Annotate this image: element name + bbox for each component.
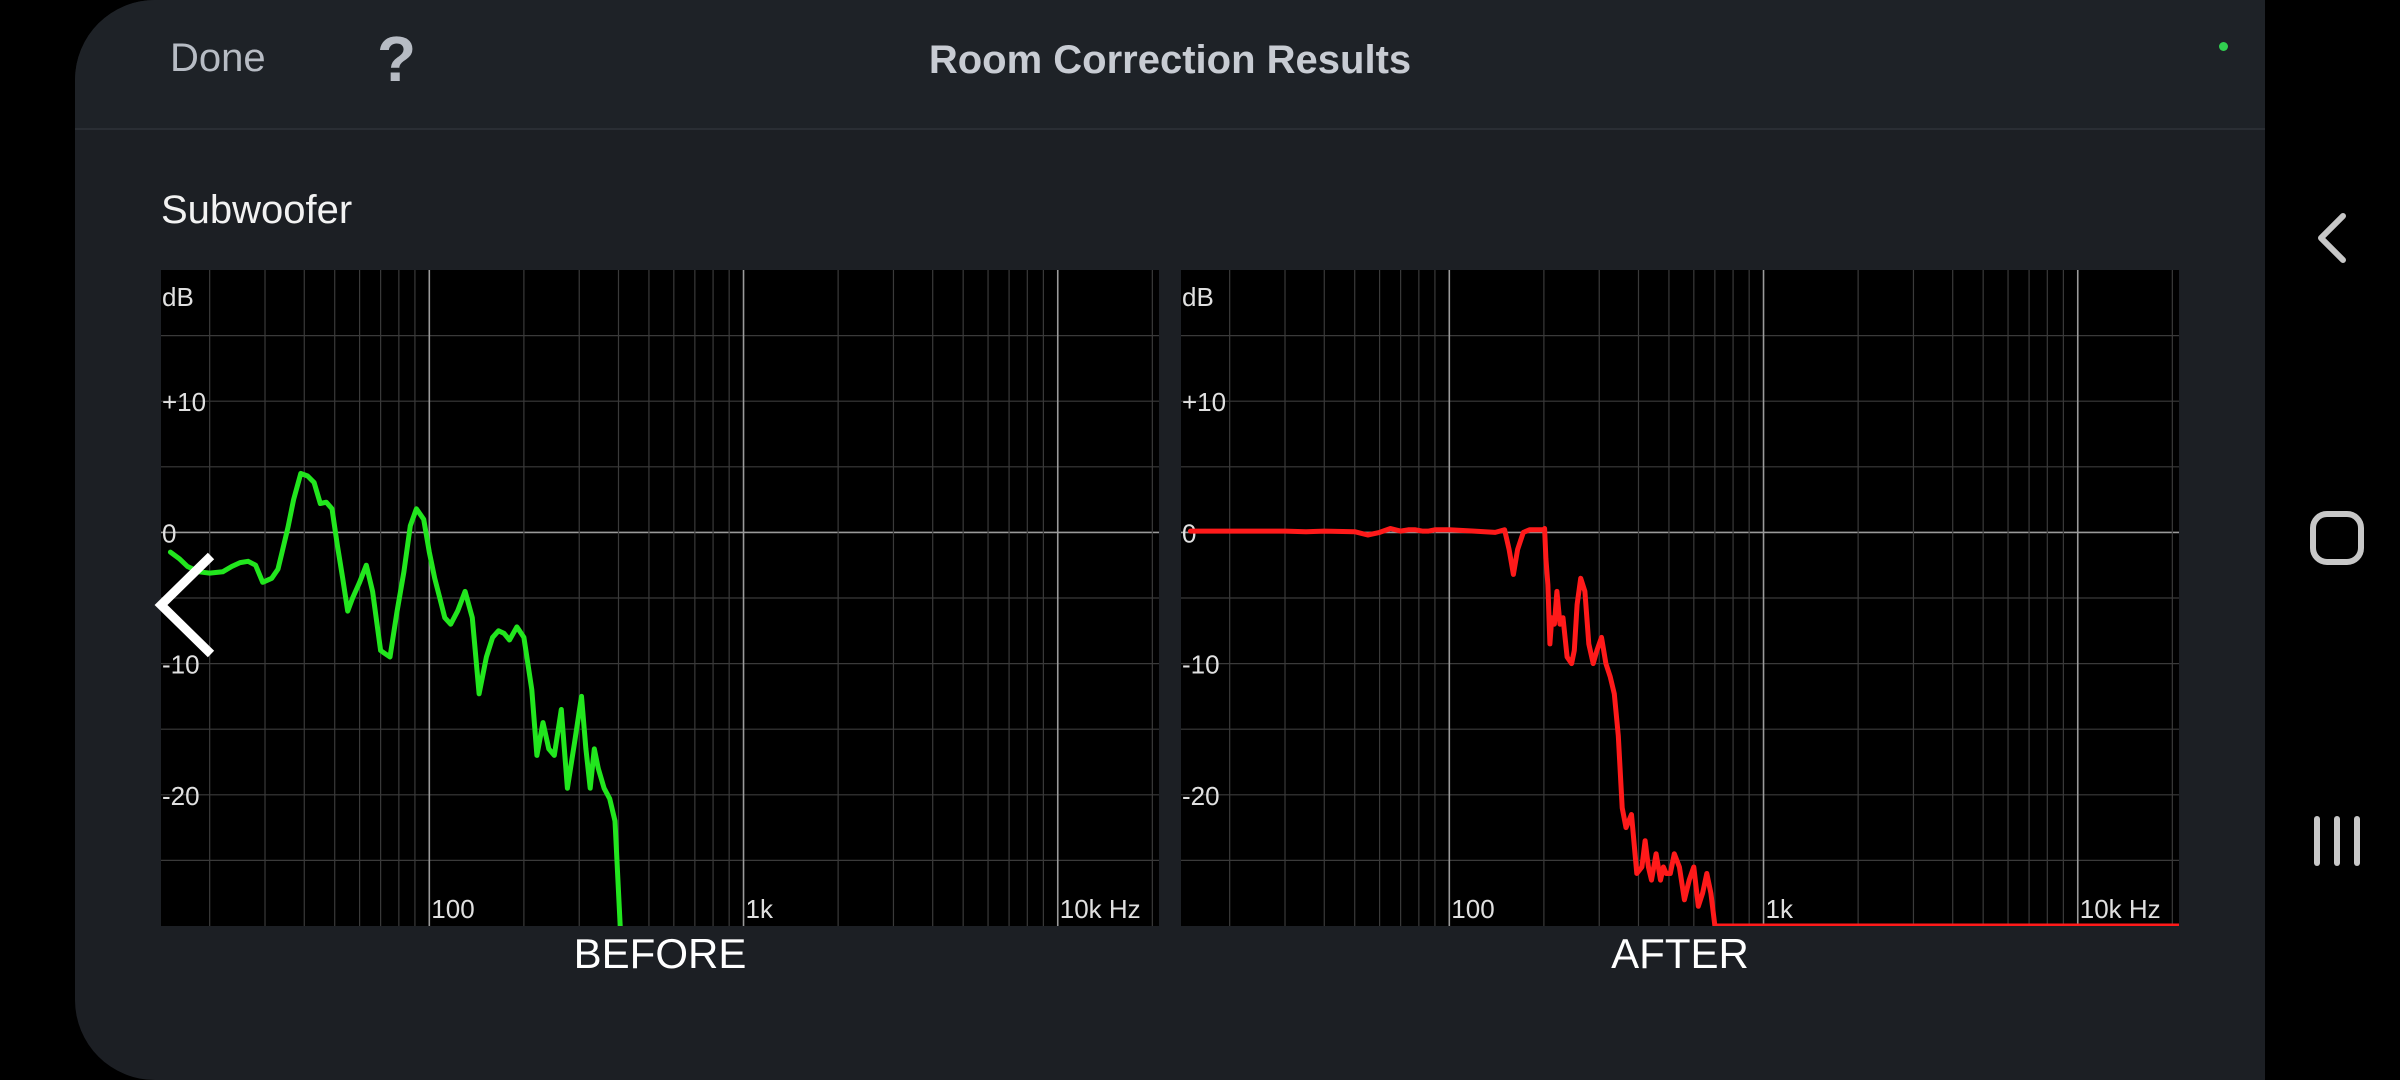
y-tick-label: -10 <box>1182 650 1220 680</box>
y-tick-label: 0 <box>1182 518 1196 548</box>
previous-channel-button[interactable] <box>153 550 223 660</box>
y-tick-label: -20 <box>1182 781 1220 811</box>
x-tick-label: 10k Hz <box>2080 894 2161 924</box>
response-chart: dB +10 0 -10 -20 100 1k 10k Hz <box>1181 270 2179 926</box>
x-tick-label: 1k <box>746 894 774 924</box>
y-tick-label: 0 <box>162 518 176 548</box>
response-trace <box>167 470 623 926</box>
nav-recents-button[interactable] <box>2309 815 2365 872</box>
back-icon <box>2318 213 2346 263</box>
nav-home-button[interactable] <box>2309 510 2365 571</box>
y-unit-label: dB <box>1182 282 1214 312</box>
help-button[interactable]: ? <box>377 23 417 95</box>
y-unit-label: dB <box>162 282 194 312</box>
y-tick-label: -10 <box>162 650 200 680</box>
x-tick-label: 10k Hz <box>1060 894 1141 924</box>
y-tick-label: +10 <box>162 387 206 417</box>
y-tick-label: +10 <box>1182 387 1226 417</box>
header-bar: Done ? Room Correction Results <box>75 0 2265 130</box>
after-caption: AFTER <box>1611 930 1749 977</box>
nav-back-button[interactable] <box>2313 210 2353 271</box>
x-tick-label: 1k <box>1766 894 1794 924</box>
system-nav-bar <box>2265 0 2400 1080</box>
after-graph: dB +10 0 -10 -20 100 1k 10k Hz <box>1181 270 2179 926</box>
response-trace <box>1187 526 2179 926</box>
section-title: Subwoofer <box>161 188 353 232</box>
status-dot <box>2219 42 2228 51</box>
home-icon <box>2310 511 2364 565</box>
done-button[interactable]: Done <box>170 36 266 80</box>
page-title: Room Correction Results <box>928 38 1412 82</box>
room-correction-panel: Done ? Room Correction Results Subwoofer… <box>75 0 2265 1080</box>
chevron-left-icon <box>154 552 215 658</box>
y-tick-label: -20 <box>162 781 200 811</box>
x-tick-label: 100 <box>431 894 474 924</box>
before-graph: dB +10 0 -10 -20 100 1k 10k Hz <box>161 270 1159 926</box>
response-chart: dB +10 0 -10 -20 100 1k 10k Hz <box>161 270 1159 926</box>
before-caption: BEFORE <box>573 930 747 977</box>
recents-icon <box>2314 816 2360 866</box>
x-tick-label: 100 <box>1451 894 1494 924</box>
